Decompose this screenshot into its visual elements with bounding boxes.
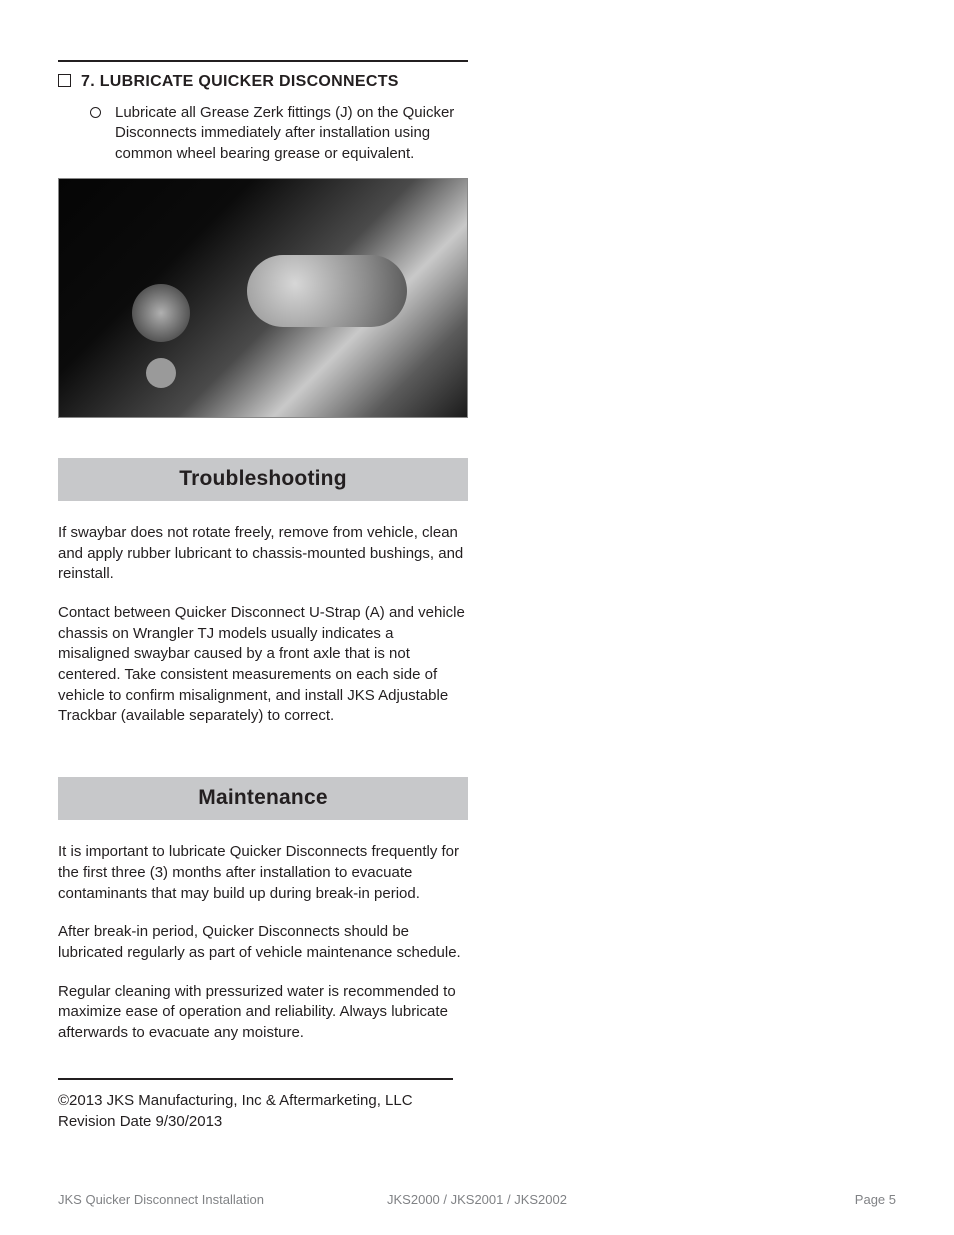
maintenance-bar: Maintenance: [58, 777, 468, 820]
step-title: 7. LUBRICATE QUICKER DISCONNECTS: [81, 72, 399, 91]
step-heading-row: 7. LUBRICATE QUICKER DISCONNECTS: [58, 72, 468, 91]
copyright-line: ©2013 JKS Manufacturing, Inc & Aftermark…: [58, 1090, 468, 1112]
left-column: 7. LUBRICATE QUICKER DISCONNECTS Lubrica…: [58, 60, 468, 1133]
page: 7. LUBRICATE QUICKER DISCONNECTS Lubrica…: [0, 0, 954, 1235]
grease-fitting-photo: [58, 178, 468, 418]
troubleshooting-p1: If swaybar does not rotate freely, remov…: [58, 523, 468, 585]
maintenance-p3: Regular cleaning with pressurized water …: [58, 982, 468, 1044]
maintenance-heading: Maintenance: [58, 786, 468, 810]
revision-line: Revision Date 9/30/2013: [58, 1111, 468, 1133]
maintenance-block: Maintenance It is important to lubricate…: [58, 777, 468, 1044]
maintenance-p1: It is important to lubricate Quicker Dis…: [58, 842, 468, 904]
page-footer: JKS Quicker Disconnect Installation JKS2…: [58, 1192, 896, 1207]
maintenance-p2: After break-in period, Quicker Disconnec…: [58, 922, 468, 963]
troubleshooting-bar: Troubleshooting: [58, 458, 468, 501]
top-rule: [58, 60, 468, 62]
bullet-circle-icon: [90, 107, 101, 118]
footer-mid: JKS2000 / JKS2001 / JKS2002: [387, 1192, 567, 1207]
troubleshooting-p2: Contact between Quicker Disconnect U-Str…: [58, 603, 468, 727]
troubleshooting-heading: Troubleshooting: [58, 467, 468, 491]
bullet-text: Lubricate all Grease Zerk fittings (J) o…: [115, 103, 455, 164]
bullet-row: Lubricate all Grease Zerk fittings (J) o…: [58, 103, 468, 164]
footer-right: Page 5: [855, 1192, 896, 1207]
checkbox-icon: [58, 74, 71, 87]
footer-left: JKS Quicker Disconnect Installation: [58, 1192, 264, 1207]
footer-rule: [58, 1078, 453, 1080]
